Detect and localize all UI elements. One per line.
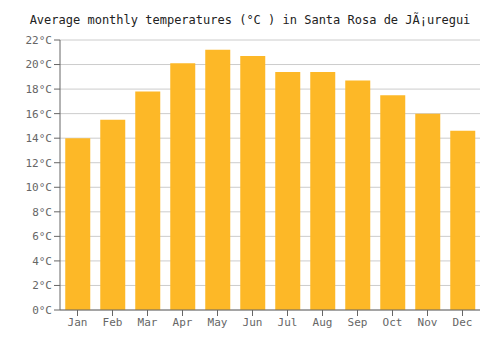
svg-text:6°C: 6°C	[32, 230, 52, 243]
svg-text:0°C: 0°C	[32, 304, 52, 317]
svg-text:8°C: 8°C	[32, 206, 52, 219]
svg-text:Feb: Feb	[103, 316, 123, 329]
svg-text:14°C: 14°C	[26, 132, 53, 145]
svg-text:Apr: Apr	[173, 316, 193, 329]
svg-text:Aug: Aug	[313, 316, 333, 329]
svg-text:Nov: Nov	[418, 316, 438, 329]
svg-text:Oct: Oct	[383, 316, 403, 329]
svg-text:2°C: 2°C	[32, 279, 52, 292]
svg-text:Jun: Jun	[243, 316, 263, 329]
svg-text:12°C: 12°C	[26, 157, 53, 170]
svg-text:Jan: Jan	[68, 316, 88, 329]
svg-text:Mar: Mar	[138, 316, 158, 329]
svg-text:Dec: Dec	[453, 316, 473, 329]
svg-text:May: May	[208, 316, 228, 329]
svg-text:4°C: 4°C	[32, 255, 52, 268]
svg-text:18°C: 18°C	[26, 83, 53, 96]
html-text:Average monthly temperatures (: Average monthly temperatures (°C ) in Sa…	[29, 13, 471, 27]
svg-text:16°C: 16°C	[26, 108, 53, 121]
svg-text:20°C: 20°C	[26, 58, 53, 71]
svg-text:Sep: Sep	[348, 316, 368, 329]
svg-text:10°C: 10°C	[26, 181, 53, 194]
svg-text:Jul: Jul	[278, 316, 298, 329]
svg-text:22°C: 22°C	[26, 34, 53, 47]
